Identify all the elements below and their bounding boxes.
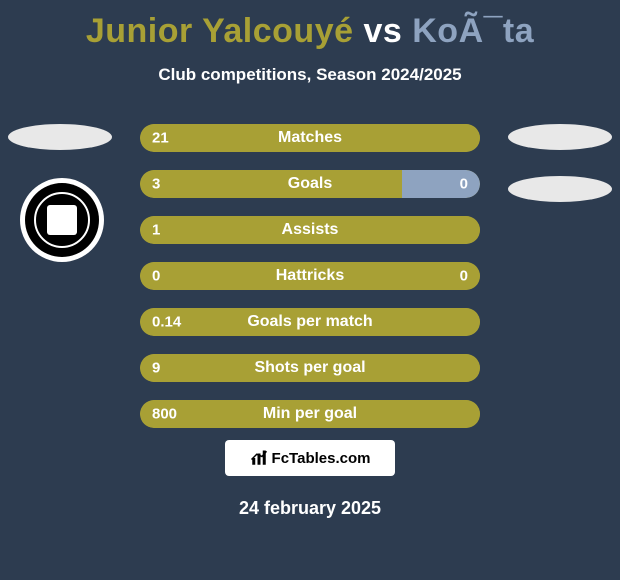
chart-icon — [250, 449, 268, 467]
footer-date: 24 february 2025 — [0, 498, 620, 519]
stat-label: Assists — [140, 221, 480, 239]
comparison-title: Junior Yalcouyé vs KoÃ¯ta — [0, 0, 620, 51]
stat-label: Goals per match — [140, 313, 480, 331]
club-logo-inner — [25, 183, 99, 257]
stat-value-left: 0.14 — [152, 314, 181, 331]
brand-prefix: Fc — [272, 450, 290, 467]
stat-bars: Matches21Goals30Assists1Hattricks00Goals… — [140, 124, 480, 446]
title-vs: vs — [363, 12, 402, 50]
stat-value-left: 21 — [152, 130, 169, 147]
side-ellipse — [508, 124, 612, 150]
title-player2: KoÃ¯ta — [412, 12, 534, 50]
side-ellipse — [8, 124, 112, 150]
stat-row: Min per goal800 — [140, 400, 480, 428]
comparison-subtitle: Club competitions, Season 2024/2025 — [0, 65, 620, 85]
title-player1: Junior Yalcouyé — [86, 12, 354, 50]
stat-row: Matches21 — [140, 124, 480, 152]
stat-value-right: 0 — [460, 176, 468, 193]
stat-value-left: 0 — [152, 268, 160, 285]
stat-row: Assists1 — [140, 216, 480, 244]
stat-value-left: 800 — [152, 406, 177, 423]
stat-value-left: 1 — [152, 222, 160, 239]
club-logo — [20, 178, 104, 262]
stat-value-left: 3 — [152, 176, 160, 193]
brand-suffix: Tables.com — [289, 450, 370, 467]
stat-label: Min per goal — [140, 405, 480, 423]
stat-row: Goals per match0.14 — [140, 308, 480, 336]
stat-row: Hattricks0 0 — [140, 262, 480, 290]
brand-badge: FcTables.com — [225, 440, 395, 476]
stat-value-right: 0 — [460, 268, 468, 285]
stat-row: Shots per goal9 — [140, 354, 480, 382]
stat-label: Shots per goal — [140, 359, 480, 377]
stat-row: Goals3 0 — [140, 170, 480, 198]
stat-label: Hattricks — [140, 267, 480, 285]
stat-label: Matches — [140, 129, 480, 147]
club-logo-shield — [47, 205, 77, 235]
stat-label: Goals — [140, 175, 480, 193]
stat-value-left: 9 — [152, 360, 160, 377]
side-ellipse — [508, 176, 612, 202]
brand-text: FcTables.com — [272, 450, 371, 467]
